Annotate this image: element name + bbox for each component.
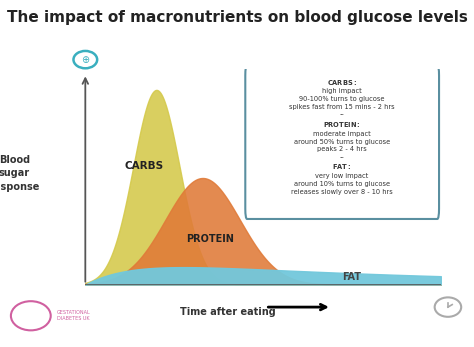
Text: ⊕: ⊕ bbox=[81, 54, 90, 65]
Text: GESTATIONAL
DIABETES UK: GESTATIONAL DIABETES UK bbox=[57, 310, 91, 321]
Text: $\bf{CARBS:}$
high impact
90-100% turns to glucose
spikes fast from 15 mins - 2 : $\bf{CARBS:}$ high impact 90-100% turns … bbox=[289, 78, 395, 195]
Text: Blood
sugar
response: Blood sugar response bbox=[0, 155, 39, 192]
Text: The impact of macronutrients on blood glucose levels: The impact of macronutrients on blood gl… bbox=[7, 10, 467, 25]
Text: CARBS: CARBS bbox=[124, 161, 164, 171]
Text: Time after eating: Time after eating bbox=[180, 307, 276, 317]
Text: PROTEIN: PROTEIN bbox=[186, 235, 234, 245]
Text: FAT: FAT bbox=[342, 272, 362, 282]
FancyBboxPatch shape bbox=[246, 65, 439, 219]
